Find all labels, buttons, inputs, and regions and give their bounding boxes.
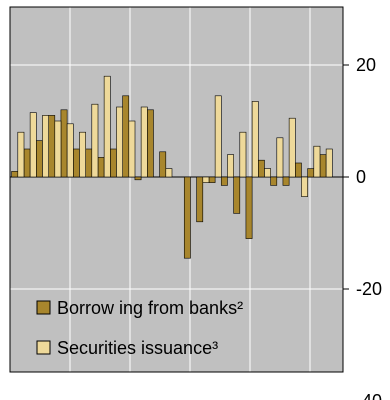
bar-series-0-19 [245, 176, 253, 239]
bar-series-1-18 [239, 131, 247, 178]
y-tick-label-0: 20 [356, 55, 376, 75]
bar-series-0-8 [109, 148, 117, 178]
y-tick-label-1: 0 [356, 167, 366, 187]
bar-series-0-14 [183, 176, 191, 259]
bar-series-1-24 [313, 145, 321, 178]
bar-series-1-16 [214, 95, 222, 178]
bar-series-1-3 [54, 120, 62, 178]
bar-series-0-16 [208, 176, 216, 183]
bar-series-0-22 [282, 176, 290, 186]
bar-series-1-5 [79, 131, 86, 178]
bar-series-0-10 [134, 176, 142, 181]
bar-series-0-17 [220, 176, 228, 186]
bar-series-0-15 [196, 176, 204, 223]
bar-series-1-6 [91, 103, 99, 178]
plot-border [9, 6, 344, 373]
bar-series-1-9 [128, 120, 136, 178]
bar-series-0-0 [11, 171, 19, 178]
bar-series-0-11 [146, 109, 154, 178]
bar-series-0-4 [60, 109, 68, 178]
bar-series-0-21 [270, 176, 278, 186]
bar-series-0-20 [257, 159, 265, 178]
bar-series-1-20 [264, 168, 271, 178]
bar-series-1-17 [227, 154, 234, 178]
bars [11, 75, 333, 259]
bar-series-0-7 [97, 157, 105, 178]
bar-series-0-18 [233, 176, 241, 214]
bar-series-1-4 [66, 123, 74, 178]
bar-series-1-23 [301, 176, 308, 197]
legend-label-securities: Securities issuance³ [57, 338, 218, 358]
bar-series-0-3 [48, 115, 56, 178]
legend: Borrow ing from banks² Securities issuan… [36, 298, 243, 358]
bar-series-1-21 [276, 137, 284, 178]
plot-area [10, 7, 343, 372]
bar-series-1-7 [103, 75, 111, 178]
bar-series-1-12 [165, 168, 173, 178]
y-tick-label-2: -20 [356, 279, 382, 299]
y-tick-label-3: -40 [356, 391, 382, 400]
bar-series-1-19 [251, 101, 259, 178]
bar-series-0-25 [319, 154, 327, 178]
bar-series-0-1 [23, 148, 31, 178]
bar-series-0-9 [122, 95, 130, 178]
bar-series-1-25 [325, 148, 333, 178]
bar-series-0-24 [307, 168, 315, 178]
bar-series-0-2 [35, 140, 43, 178]
bar-series-1-22 [288, 117, 296, 178]
bar-series-1-1 [29, 112, 37, 178]
y-axis-ticks: 20 0 -20 -40 [343, 55, 382, 400]
legend-swatch-securities [36, 340, 51, 355]
bar-series-1-15 [202, 176, 210, 183]
bar-series-1-8 [116, 106, 123, 178]
bar-series-0-23 [294, 162, 302, 178]
bar-series-1-2 [42, 115, 49, 178]
bar-series-0-5 [72, 148, 80, 178]
bar-series-0-6 [85, 148, 93, 178]
bar-series-0-12 [159, 151, 167, 178]
legend-label-borrowing: Borrow ing from banks² [57, 298, 243, 318]
bar-series-1-10 [140, 106, 148, 178]
legend-swatch-borrowing [36, 300, 51, 315]
bar-series-1-0 [17, 131, 25, 178]
